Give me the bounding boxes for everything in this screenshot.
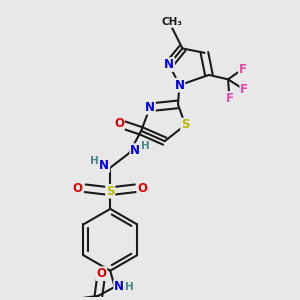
Text: H: H — [141, 142, 150, 152]
Text: O: O — [138, 182, 148, 195]
Text: F: F — [239, 62, 247, 76]
Text: CH₃: CH₃ — [162, 17, 183, 27]
Text: S: S — [181, 118, 190, 131]
Text: O: O — [96, 267, 106, 280]
Text: O: O — [73, 182, 83, 195]
Text: N: N — [130, 144, 140, 157]
Text: S: S — [106, 185, 115, 198]
Text: O: O — [114, 117, 124, 130]
Text: H: H — [125, 282, 134, 292]
Text: F: F — [226, 92, 233, 105]
Text: H: H — [90, 156, 98, 166]
Text: N: N — [145, 101, 155, 114]
Text: F: F — [240, 83, 248, 96]
Text: N: N — [114, 280, 124, 293]
Text: N: N — [164, 58, 174, 71]
Text: N: N — [99, 159, 110, 172]
Text: N: N — [174, 79, 184, 92]
